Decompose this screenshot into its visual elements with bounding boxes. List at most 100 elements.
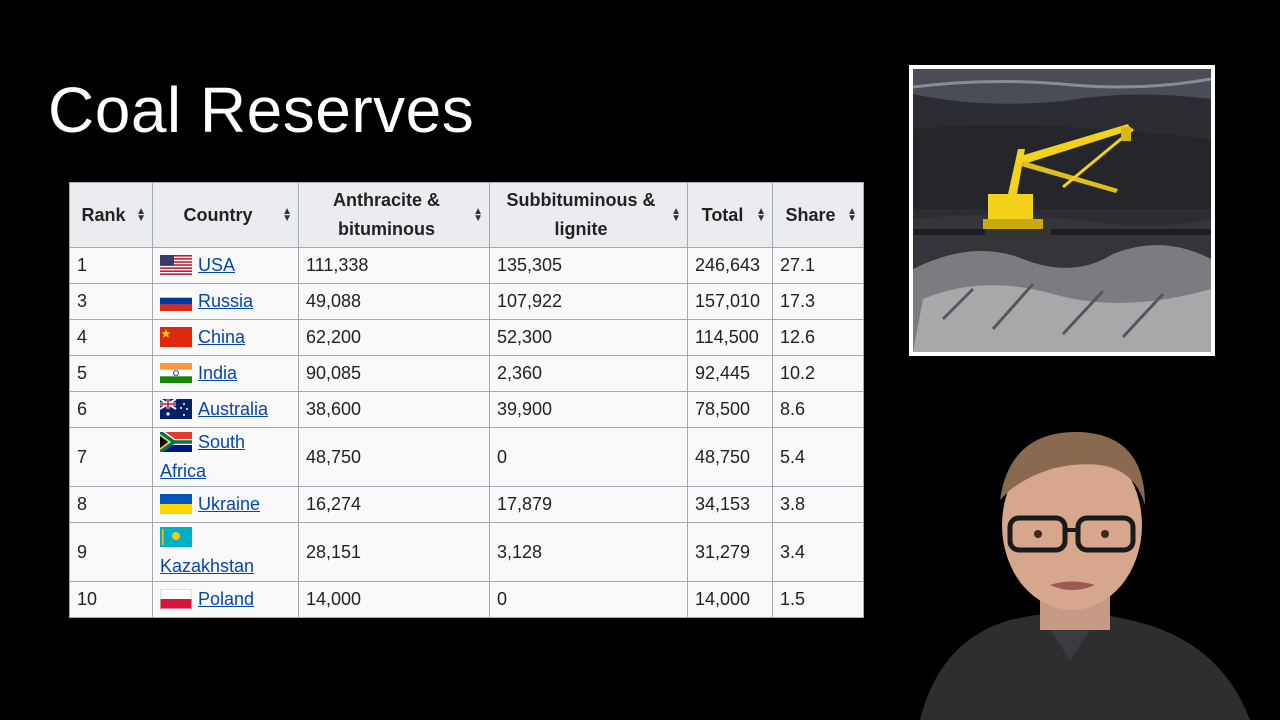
sort-icon[interactable]: ▲ ▼ [136,206,146,224]
presenter-image [900,420,1280,720]
anthracite-cell: 38,600 [298,391,490,428]
china-flag-icon [160,327,192,347]
column-header-label: Total [701,204,744,225]
country-link[interactable]: Poland [198,589,255,609]
usa-flag-icon [160,255,192,275]
total-cell: 157,010 [687,283,773,320]
table-row: 7 South Africa 48,750 0 48,750 5.4 [69,427,864,487]
table-row: 6 Australia 38,600 39,900 78,500 8.6 [69,391,864,428]
rank-cell: 9 [69,522,153,582]
country-link[interactable]: China [198,327,246,347]
anthracite-cell: 28,151 [298,522,490,582]
south-africa-flag-icon [160,432,192,452]
sort-icon[interactable]: ▲ ▼ [756,206,766,224]
india-flag-icon [160,363,192,383]
share-cell: 10.2 [772,355,864,392]
subbituminous-cell: 135,305 [489,247,688,284]
country-cell: China [152,319,299,356]
poland-flag-icon [160,589,192,609]
rank-cell: 10 [69,581,153,618]
rank-cell: 3 [69,283,153,320]
rank-cell: 5 [69,355,153,392]
country-cell: Ukraine [152,486,299,523]
russia-flag-icon [160,291,192,311]
column-header-anthracite[interactable]: Anthracite & bituminous ▲ ▼ [298,182,490,248]
share-cell: 5.4 [772,427,864,487]
slide-title: Coal Reserves [48,74,475,146]
rank-cell: 1 [69,247,153,284]
subbituminous-cell: 0 [489,427,688,487]
table-row: 5 India 90,085 2,360 92,445 10.2 [69,355,864,392]
sort-icon[interactable]: ▲ ▼ [473,206,483,224]
country-link[interactable]: USA [198,255,236,275]
anthracite-cell: 111,338 [298,247,490,284]
column-header-label: Anthracite & bituminous [332,190,440,239]
share-cell: 12.6 [772,319,864,356]
excavator-icon [983,124,1134,237]
total-cell: 114,500 [687,319,773,356]
country-cell: USA [152,247,299,284]
subbituminous-cell: 0 [489,581,688,618]
anthracite-cell: 16,274 [298,486,490,523]
column-header-label: Subbituminous & lignite [506,190,656,239]
coal-mine-excavator-image [913,69,1211,352]
country-link[interactable]: Russia [198,291,254,311]
coal-reserves-table: Rank ▲ ▼ Country ▲ ▼ Anthracite & bituminous… [69,182,864,618]
total-cell: 34,153 [687,486,773,523]
country-cell: South Africa [152,427,299,487]
column-header-subbituminous[interactable]: Subbituminous & lignite ▲ ▼ [489,182,688,248]
subbituminous-cell: 2,360 [489,355,688,392]
anthracite-cell: 14,000 [298,581,490,618]
rank-cell: 4 [69,319,153,356]
country-link[interactable]: Australia [198,399,269,419]
country-link[interactable]: Kazakhstan [160,556,255,576]
share-cell: 3.4 [772,522,864,582]
ukraine-flag-icon [160,494,192,514]
country-cell: Australia [152,391,299,428]
share-cell: 3.8 [772,486,864,523]
anthracite-cell: 49,088 [298,283,490,320]
column-header-country[interactable]: Country ▲ ▼ [152,182,299,248]
sort-icon[interactable]: ▲ ▼ [847,206,857,224]
country-cell: Kazakhstan [152,522,299,582]
australia-flag-icon [160,399,192,419]
kazakhstan-flag-icon [160,527,192,547]
column-header-rank[interactable]: Rank ▲ ▼ [69,182,153,248]
share-cell: 1.5 [772,581,864,618]
country-link[interactable]: India [198,363,238,383]
table-row: 3 Russia 49,088 107,922 157,010 17.3 [69,283,864,320]
rank-cell: 6 [69,391,153,428]
coal-mine-photo [909,65,1215,356]
column-header-share[interactable]: Share ▲ ▼ [772,182,864,248]
column-header-total[interactable]: Total ▲ ▼ [687,182,773,248]
table-row: 10 Poland 14,000 0 14,000 1.5 [69,581,864,618]
subbituminous-cell: 52,300 [489,319,688,356]
country-cell: India [152,355,299,392]
column-header-label: Share [785,204,836,225]
country-cell: Russia [152,283,299,320]
total-cell: 14,000 [687,581,773,618]
country-cell: Poland [152,581,299,618]
anthracite-cell: 62,200 [298,319,490,356]
total-cell: 78,500 [687,391,773,428]
subbituminous-cell: 39,900 [489,391,688,428]
anthracite-cell: 48,750 [298,427,490,487]
share-cell: 27.1 [772,247,864,284]
total-cell: 246,643 [687,247,773,284]
table-row: 9 Kazakhstan 28,151 3,128 31,279 3.4 [69,522,864,582]
country-link[interactable]: Ukraine [198,494,261,514]
column-header-label: Country [183,204,253,225]
total-cell: 92,445 [687,355,773,392]
table-header-row: Rank ▲ ▼ Country ▲ ▼ Anthracite & bituminous… [69,182,864,248]
presenter-video [900,420,1280,720]
column-header-label: Rank [81,204,126,225]
sort-icon[interactable]: ▲ ▼ [671,206,681,224]
table-row: 1 USA 111,338 135,305 246,643 27.1 [69,247,864,284]
table-row: 4 China 62,200 52,300 114,500 12.6 [69,319,864,356]
table-row: 8 Ukraine 16,274 17,879 34,153 3.8 [69,486,864,523]
subbituminous-cell: 107,922 [489,283,688,320]
sort-icon[interactable]: ▲ ▼ [282,206,292,224]
total-cell: 48,750 [687,427,773,487]
rank-cell: 8 [69,486,153,523]
country-link[interactable]: South Africa [160,432,246,481]
